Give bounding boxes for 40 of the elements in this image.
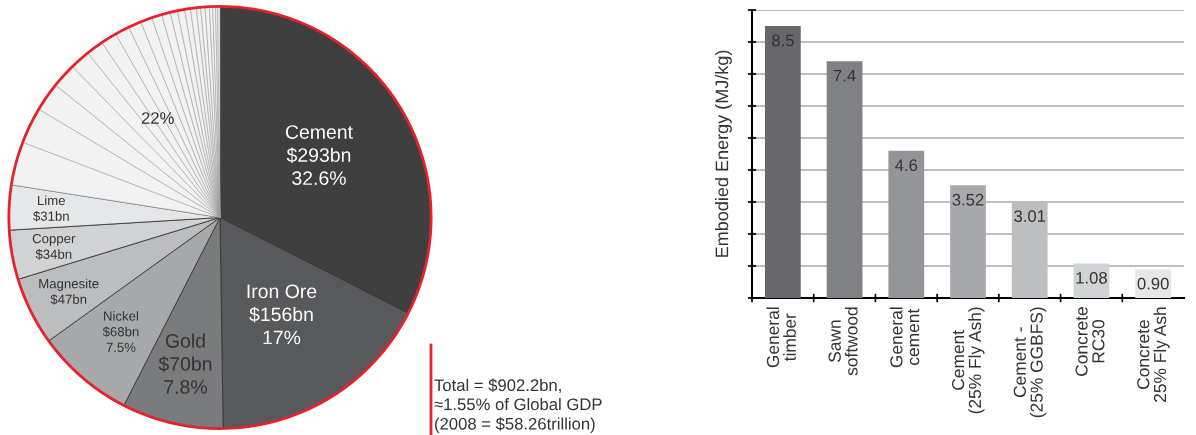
text: 7.5% xyxy=(106,342,136,353)
data-label: $68bn xyxy=(102,326,139,338)
bar xyxy=(888,150,925,298)
data-label: 7.4 xyxy=(833,69,856,82)
data-label: $70bn xyxy=(158,356,212,372)
x-tick-label: Cement (25% Fly Ash) xyxy=(951,307,985,414)
x-tick-label: Concrete RC30 xyxy=(1075,307,1105,376)
slice-label: Cement xyxy=(285,125,353,139)
x-tick-label: General cement xyxy=(889,307,920,368)
x-tick-label: General timber xyxy=(766,307,796,368)
slice-label: Lime xyxy=(38,195,65,206)
data-label: 0.90 xyxy=(1137,277,1169,290)
data-label: 8.5 xyxy=(772,34,794,47)
x-tick-label: Concrete 25% Fly Ash xyxy=(1137,307,1170,402)
data-label: $47bn xyxy=(50,294,87,305)
x-tick-label: Cement - (25% GGBFS) xyxy=(1013,307,1047,418)
data-label: $293bn xyxy=(286,147,351,164)
bar xyxy=(764,26,801,298)
data-label: $34bn xyxy=(35,248,72,260)
text: 32.6% xyxy=(292,171,346,186)
slice-label: Copper xyxy=(32,233,76,246)
bar xyxy=(1135,269,1172,298)
slice-label: Iron Ore xyxy=(247,284,317,299)
bar xyxy=(826,61,863,298)
text: 17% xyxy=(263,330,301,345)
slice-label: Magnesite xyxy=(39,278,99,291)
data-label: 3.52 xyxy=(952,193,984,206)
text: 22% xyxy=(141,112,174,124)
data-label: 4.6 xyxy=(895,159,918,172)
slice-label: Gold xyxy=(165,333,205,348)
data-label: 3.01 xyxy=(1014,210,1046,222)
data-label: 1.08 xyxy=(1076,271,1107,284)
y-axis-title: Embodied Energy (MJ/kg) xyxy=(715,50,732,257)
data-label: $31bn xyxy=(33,210,69,222)
data-label: $156bn xyxy=(249,306,313,323)
text: Total = $902.2bn, ≈1.55% of Global GDP (2008 = $58.26trillion) xyxy=(434,378,602,433)
text: 7.8% xyxy=(164,380,207,394)
bar xyxy=(1011,201,1048,298)
slice-label: Nickel xyxy=(104,311,139,321)
x-tick-label: Sawn softwood xyxy=(828,307,858,376)
